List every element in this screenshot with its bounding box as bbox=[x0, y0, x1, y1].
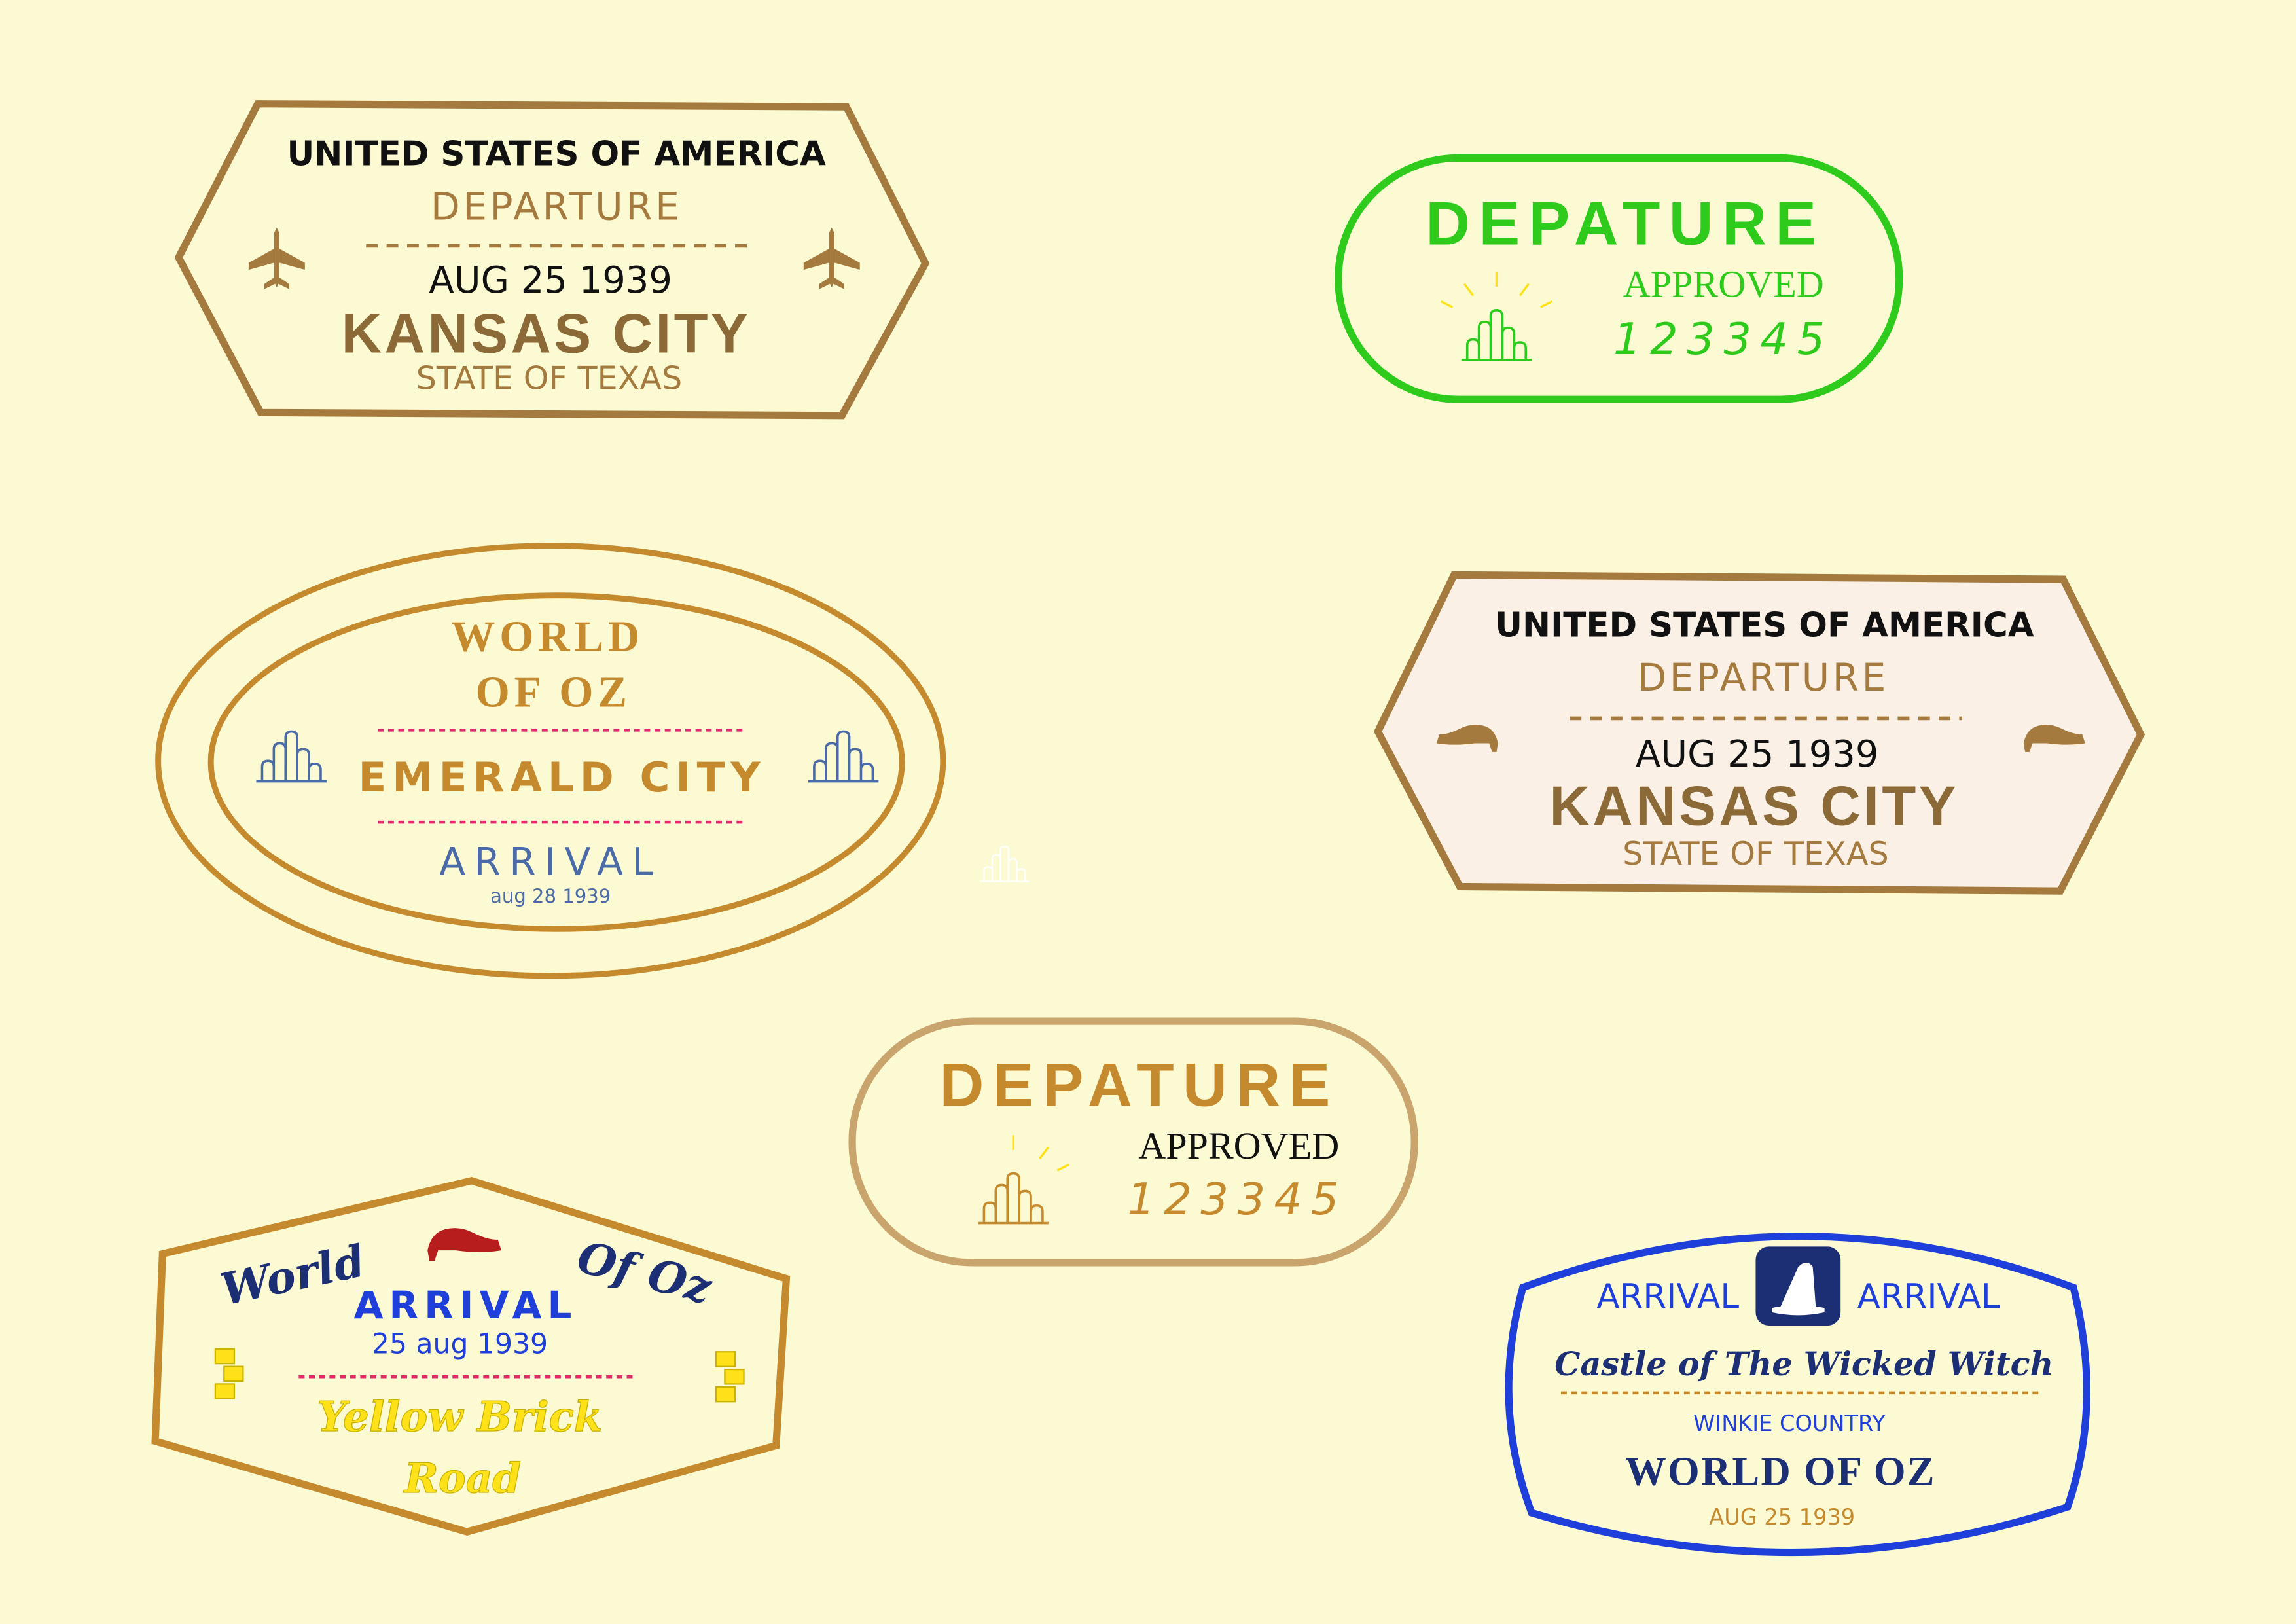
road-line-2: Road bbox=[403, 1454, 521, 1502]
approved-label: APPROVED bbox=[1138, 1125, 1339, 1167]
departure-title: DEPATURE bbox=[1426, 189, 1825, 257]
airplane-icon bbox=[248, 227, 305, 289]
arrival-label: ARRIVAL bbox=[353, 1283, 577, 1327]
stamp-emerald-city: WORLD OF OZ EMERALD CITY ARRIVAL aug 28 … bbox=[155, 543, 946, 979]
of-oz-label: OF OZ bbox=[476, 668, 632, 717]
city-skyline-icon bbox=[978, 845, 1030, 882]
approved-label: APPROVED bbox=[1623, 263, 1824, 306]
country-label: UNITED STATES OF AMERICA bbox=[1495, 605, 2034, 645]
date-label: AUG 25 1939 bbox=[1709, 1504, 1855, 1530]
sparkle-icon bbox=[1440, 272, 1553, 308]
departure-label: DEPARTURE bbox=[431, 184, 682, 228]
city-skyline-icon bbox=[807, 730, 880, 783]
witch-hat-icon bbox=[1772, 1262, 1825, 1316]
ruby-slipper-icon bbox=[427, 1228, 502, 1261]
world-label: WORLD OF OZ bbox=[1625, 1449, 1936, 1494]
city-skyline-icon bbox=[1460, 309, 1533, 361]
city-skyline-icon bbox=[255, 730, 328, 783]
stamp-yellow-brick-road: World Of Oz ARRIVAL 25 aug 1939 Yellow B… bbox=[151, 1176, 791, 1536]
city-label: KANSAS CITY bbox=[1549, 776, 1958, 838]
airplane-icon bbox=[803, 227, 860, 289]
brick-icon bbox=[214, 1348, 244, 1399]
road-line-1: Yellow Brick bbox=[317, 1392, 603, 1441]
region-label: WINKIE COUNTRY bbox=[1693, 1411, 1886, 1436]
stamp-kansas-city-airplanes: UNITED STATES OF AMERICA DEPARTURE AUG 2… bbox=[174, 100, 930, 420]
world-label: World bbox=[216, 1235, 369, 1315]
city-label: EMERALD CITY bbox=[359, 753, 766, 801]
arrival-label-right: ARRIVAL bbox=[1857, 1277, 2000, 1316]
departure-label: DEPARTURE bbox=[1637, 655, 1888, 700]
approval-number: 123345 bbox=[1127, 1174, 1348, 1225]
date-label: 25 aug 1939 bbox=[372, 1329, 548, 1361]
stamp-green-departure: DEPATURE APPROVED 123345 bbox=[1335, 154, 1903, 403]
stamp-tan-departure: DEPATURE APPROVED 123345 bbox=[848, 1017, 1418, 1267]
country-label: UNITED STATES OF AMERICA bbox=[287, 135, 826, 174]
brick-icon bbox=[715, 1351, 745, 1403]
departure-title: DEPATURE bbox=[939, 1051, 1338, 1119]
stamp-kansas-city-shoes: UNITED STATES OF AMERICA DEPARTURE AUG 2… bbox=[1373, 571, 2145, 895]
stamp-wicked-witch: ARRIVAL ARRIVAL Castle of The Wicked Wit… bbox=[1505, 1233, 2090, 1557]
approval-number: 123345 bbox=[1613, 314, 1834, 365]
sparkle-icon bbox=[1012, 1135, 1069, 1172]
arrival-label: ARRIVAL bbox=[439, 840, 662, 884]
castle-label: Castle of The Wicked Witch bbox=[1554, 1345, 2053, 1383]
of-oz-label: Of Oz bbox=[573, 1231, 718, 1314]
date-label: AUG 25 1939 bbox=[429, 259, 672, 302]
date-label: AUG 25 1939 bbox=[1636, 733, 1879, 776]
arrival-label-left: ARRIVAL bbox=[1596, 1277, 1739, 1316]
world-label: WORLD bbox=[451, 612, 644, 661]
date-label: aug 28 1939 bbox=[490, 885, 611, 907]
city-label: KANSAS CITY bbox=[342, 303, 751, 365]
state-label: STATE OF TEXAS bbox=[1623, 835, 1889, 873]
state-label: STATE OF TEXAS bbox=[416, 359, 683, 397]
city-skyline-icon bbox=[977, 1172, 1050, 1225]
